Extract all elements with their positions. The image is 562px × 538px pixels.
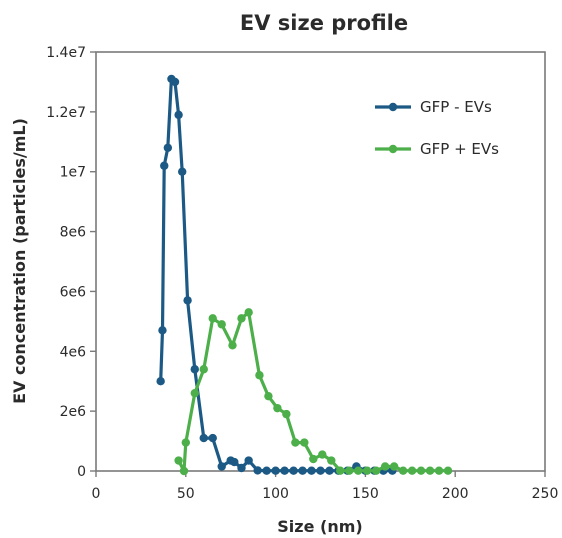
x-tick-label: 0 xyxy=(92,486,101,502)
data-point xyxy=(354,466,363,475)
data-point xyxy=(179,466,189,476)
data-point xyxy=(289,466,298,475)
data-point xyxy=(163,143,173,152)
data-point xyxy=(158,326,167,335)
data-point xyxy=(380,462,390,471)
data-point xyxy=(300,438,309,447)
x-tick-label: 100 xyxy=(262,486,289,502)
data-point xyxy=(443,466,453,475)
data-point xyxy=(262,466,271,475)
data-point xyxy=(336,466,345,475)
data-point xyxy=(389,462,399,471)
data-point xyxy=(298,466,307,475)
x-tick-label: 200 xyxy=(442,486,469,502)
x-tick-label: 250 xyxy=(532,486,559,502)
data-point xyxy=(271,466,280,475)
data-point xyxy=(174,110,183,120)
chart-title: EV size profile xyxy=(240,11,408,35)
data-point xyxy=(318,450,327,459)
data-point xyxy=(371,466,381,475)
data-point xyxy=(316,466,325,475)
data-point xyxy=(398,466,408,475)
y-tick-label: 0 xyxy=(77,464,86,480)
data-point xyxy=(309,454,318,464)
y-tick-label: 4e6 xyxy=(60,344,87,360)
data-point xyxy=(160,161,169,170)
data-point xyxy=(217,462,226,471)
series-2 xyxy=(174,308,453,476)
data-point xyxy=(407,466,417,475)
x-tick-label: 150 xyxy=(352,486,379,502)
data-point xyxy=(170,77,180,87)
data-point xyxy=(291,438,300,447)
data-point xyxy=(244,456,253,465)
x-axis-ticks: 0 50 100 150 200 250 xyxy=(92,471,559,502)
data-point xyxy=(190,388,199,398)
legend-label: GFP - EVs xyxy=(420,98,492,116)
data-point xyxy=(425,466,435,475)
data-point xyxy=(181,438,190,447)
data-point xyxy=(280,466,289,475)
data-point xyxy=(199,433,208,443)
y-axis-label: EV concentration (particles/mL) xyxy=(10,118,29,404)
data-point xyxy=(156,377,165,386)
data-point xyxy=(307,466,316,475)
data-point xyxy=(228,341,237,350)
legend-item: GFP + EVs xyxy=(375,140,499,158)
series-layer xyxy=(156,74,453,476)
data-point xyxy=(199,365,208,374)
data-point xyxy=(237,463,246,473)
legend-label: GFP + EVs xyxy=(420,140,499,158)
y-axis-ticks: 0 2e6 4e6 6e6 8e6 1e7 1.2e7 1.4e7 xyxy=(46,45,96,480)
data-point xyxy=(434,466,444,475)
data-point xyxy=(264,391,273,401)
data-point xyxy=(183,296,192,305)
legend-swatch-marker xyxy=(388,102,398,112)
data-point xyxy=(325,466,334,475)
data-point xyxy=(362,466,372,475)
y-tick-label: 1.2e7 xyxy=(46,105,86,121)
data-point xyxy=(273,403,282,413)
data-point xyxy=(345,466,354,475)
data-point xyxy=(217,320,226,329)
x-tick-label: 50 xyxy=(177,486,195,502)
data-point xyxy=(253,466,262,475)
data-point xyxy=(190,365,199,374)
data-point xyxy=(208,314,217,323)
data-point xyxy=(327,456,336,465)
data-point xyxy=(178,167,187,176)
series-line xyxy=(177,310,448,473)
data-point xyxy=(230,457,239,467)
data-point xyxy=(416,466,426,475)
x-axis-label: Size (nm) xyxy=(277,517,362,536)
data-point xyxy=(255,371,264,380)
y-tick-label: 2e6 xyxy=(60,404,87,420)
y-tick-label: 6e6 xyxy=(60,284,87,300)
legend-item: GFP - EVs xyxy=(375,98,492,116)
data-point xyxy=(237,314,246,323)
y-tick-label: 1.4e7 xyxy=(46,45,86,61)
y-tick-label: 8e6 xyxy=(60,225,87,241)
data-point xyxy=(244,308,253,317)
data-point xyxy=(174,456,183,465)
data-point xyxy=(282,409,291,419)
data-point xyxy=(208,433,217,443)
legend: GFP - EVs GFP + EVs xyxy=(375,98,499,158)
y-tick-label: 1e7 xyxy=(60,165,86,181)
legend-swatch-marker xyxy=(388,144,398,154)
